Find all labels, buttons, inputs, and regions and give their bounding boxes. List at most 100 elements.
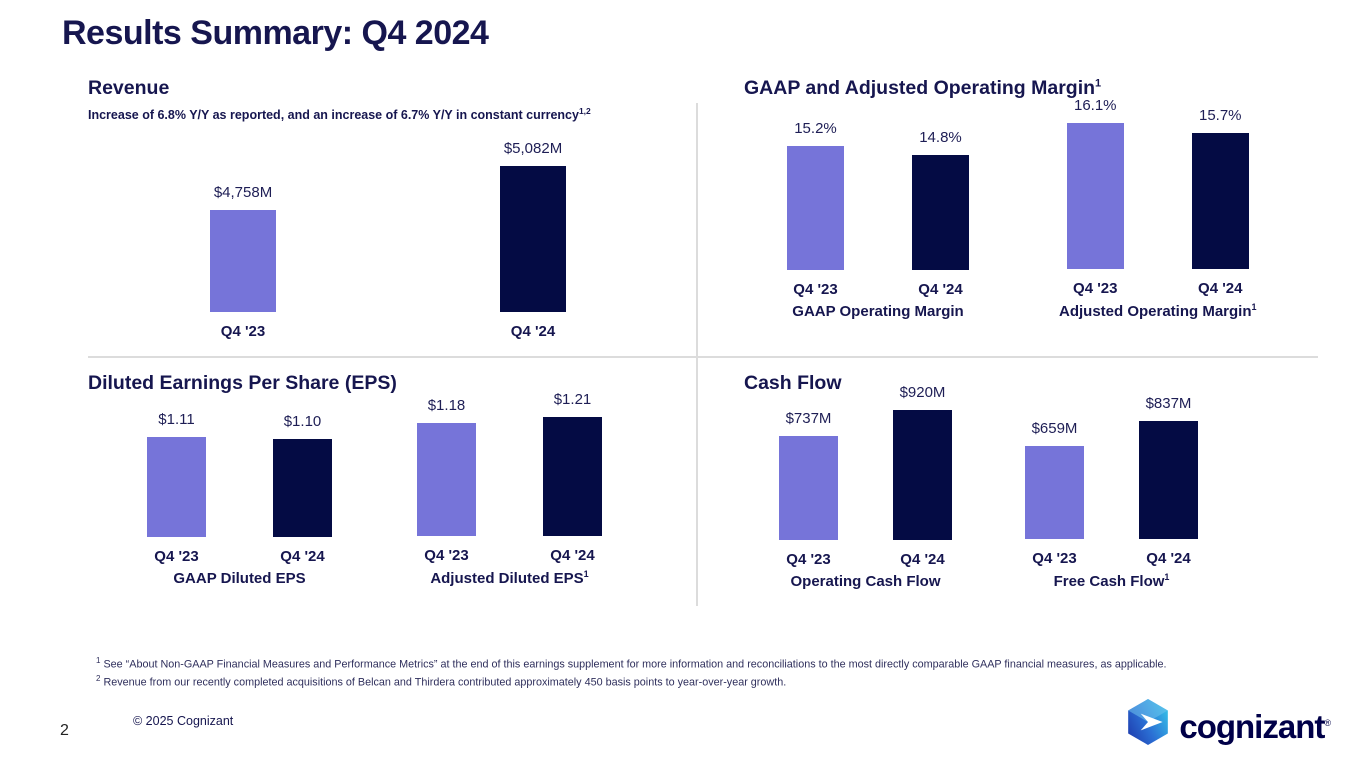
bar	[273, 439, 332, 537]
bar	[210, 210, 276, 312]
footnote-2-text: Revenue from our recently completed acqu…	[103, 676, 787, 689]
bar-category-label: Q4 '24	[918, 281, 963, 298]
operating-margin-panel: GAAP and Adjusted Operating Margin1 15.2…	[744, 77, 1324, 362]
bar-column: $1.10 Q4 '24	[273, 413, 332, 567]
operating-margin-heading-text: GAAP and Adjusted Operating Margin	[744, 77, 1096, 99]
bar-category-label: Q4 '23	[154, 548, 199, 565]
bar-value-label: 15.2%	[794, 120, 837, 137]
bar-value-label: $1.18	[427, 397, 466, 414]
bar	[417, 423, 476, 536]
cash-flow-bars-row: $737M Q4 '23 $920M Q4 '24	[779, 384, 952, 570]
bar	[779, 436, 838, 540]
operating-margin-heading: GAAP and Adjusted Operating Margin1	[744, 77, 1324, 100]
operating-margin-bars-row: 15.2% Q4 '23 14.8% Q4 '24	[787, 120, 969, 300]
bar-value-label: 15.7%	[1198, 107, 1242, 124]
registered-trademark-icon: ®	[1324, 717, 1331, 728]
cash-flow-cluster: $659M Q4 '23 $837M Q4 '24 Free Cash Flow1	[1025, 395, 1198, 590]
cognizant-logo-wordmark: cognizant®	[1179, 699, 1331, 751]
bar-category-label: Q4 '23	[1032, 550, 1077, 567]
bar	[147, 437, 206, 537]
horizontal-divider	[88, 356, 1318, 358]
bar-value-label: 14.8%	[919, 129, 962, 146]
cash-flow-panel: Cash Flow $737M Q4 '23 $920M Q4 '24 Operatin…	[744, 372, 1324, 622]
bar-column: $5,082M Q4 '24	[500, 140, 566, 342]
bar-column: $737M Q4 '23	[779, 410, 838, 570]
revenue-subtitle-text: Increase of 6.8% Y/Y as reported, and an…	[88, 108, 579, 123]
bar	[1139, 421, 1198, 539]
chart-group-label: Free Cash Flow1	[1053, 572, 1170, 590]
diluted-eps-heading-text: Diluted Earnings Per Share (EPS)	[88, 372, 397, 394]
cognizant-logo: cognizant®	[1124, 698, 1331, 751]
footnote-1-marker: 1	[96, 656, 101, 665]
cash-flow-chart: $737M Q4 '23 $920M Q4 '24 Operating Cash Flo…	[744, 384, 1324, 590]
bar-category-label: Q4 '24	[1198, 280, 1243, 297]
revenue-subtitle: Increase of 6.8% Y/Y as reported, and an…	[88, 106, 591, 122]
bar-column: $4,758M Q4 '23	[210, 184, 276, 342]
diluted-eps-panel: Diluted Earnings Per Share (EPS) $1.11 Q4…	[88, 372, 694, 622]
bar-category-label: Q4 '23	[424, 547, 469, 564]
bar-category-label: Q4 '24	[1146, 550, 1191, 567]
chart-group-label: Operating Cash Flow	[790, 573, 941, 590]
chart-group-label: Adjusted Diluted EPS1	[430, 569, 589, 587]
bar-value-label: $1.10	[283, 413, 322, 430]
operating-margin-bars-row: 16.1% Q4 '23 15.7% Q4 '24	[1066, 97, 1249, 299]
cognizant-logo-icon	[1124, 698, 1172, 751]
footnotes: 1 See “About Non-GAAP Financial Measures …	[96, 654, 1166, 690]
bar-value-label: $920M	[899, 384, 946, 401]
bar-category-label: Q4 '23	[786, 551, 831, 568]
revenue-bars-row: $4,758M Q4 '23 $5,082M Q4 '24	[210, 140, 566, 342]
diluted-eps-bars-row: $1.11 Q4 '23 $1.10 Q4 '24	[147, 411, 332, 567]
footnote-2: 2 Revenue from our recently completed acq…	[96, 672, 1166, 690]
cash-flow-heading-text: Cash Flow	[744, 372, 842, 394]
bar	[787, 146, 844, 270]
cognizant-logo-text: cognizant	[1179, 707, 1325, 745]
revenue-heading: Revenue	[88, 77, 694, 100]
bar-category-label: Q4 '24	[900, 551, 945, 568]
bar-column: $837M Q4 '24	[1139, 395, 1198, 569]
diluted-eps-chart: $1.11 Q4 '23 $1.10 Q4 '24 GAAP Diluted EPS $1…	[88, 391, 694, 587]
bar	[1191, 133, 1249, 269]
page-number: 2	[60, 722, 69, 739]
bar-column: 15.2% Q4 '23	[787, 120, 844, 300]
bar-column: $920M Q4 '24	[893, 384, 952, 570]
bar	[500, 166, 566, 312]
bar-category-label: Q4 '24	[280, 548, 325, 565]
chart-group-label: GAAP Diluted EPS	[173, 570, 306, 587]
bar-value-label: $5,082M	[503, 140, 563, 157]
diluted-eps-bars-row: $1.18 Q4 '23 $1.21 Q4 '24	[417, 391, 602, 566]
bar-column: $659M Q4 '23	[1025, 420, 1084, 569]
revenue-cluster: $4,758M Q4 '23 $5,082M Q4 '24	[210, 140, 566, 342]
bar	[1066, 123, 1124, 269]
bar-value-label: $1.11	[158, 411, 195, 428]
revenue-heading-text: Revenue	[88, 77, 170, 99]
cash-flow-heading: Cash Flow	[744, 372, 1324, 395]
bar-category-label: Q4 '23	[220, 323, 266, 340]
operating-margin-heading-superscript: 1	[1095, 77, 1102, 90]
bar-value-label: $659M	[1031, 420, 1078, 437]
operating-margin-chart: 15.2% Q4 '23 14.8% Q4 '24 GAAP Operating Mar…	[744, 97, 1324, 320]
page-title: Results Summary: Q4 2024	[62, 14, 489, 52]
copyright: © 2025 Cognizant	[133, 714, 234, 728]
bar-category-label: Q4 '24	[510, 323, 556, 340]
operating-margin-cluster: 16.1% Q4 '23 15.7% Q4 '24 Adjusted Operating…	[1059, 97, 1257, 320]
bar-category-label: Q4 '24	[550, 547, 595, 564]
vertical-divider	[696, 103, 698, 606]
diluted-eps-cluster: $1.18 Q4 '23 $1.21 Q4 '24 Adjusted Diluted E…	[417, 391, 602, 587]
chart-group-label: Adjusted Operating Margin1	[1059, 302, 1257, 320]
bar-category-label: Q4 '23	[1073, 280, 1118, 297]
bar-column: 14.8% Q4 '24	[912, 129, 969, 300]
revenue-chart: $4,758M Q4 '23 $5,082M Q4 '24	[88, 140, 694, 342]
cash-flow-cluster: $737M Q4 '23 $920M Q4 '24 Operating Cash Flo…	[779, 384, 952, 590]
bar-column: $1.21 Q4 '24	[543, 391, 602, 566]
bar	[543, 417, 602, 536]
bar	[1025, 446, 1084, 539]
cash-flow-bars-row: $659M Q4 '23 $837M Q4 '24	[1025, 395, 1198, 569]
bar-column: $1.18 Q4 '23	[417, 397, 476, 566]
bar-value-label: $4,758M	[213, 184, 273, 201]
chart-group-label: GAAP Operating Margin	[792, 303, 964, 320]
bar	[912, 155, 969, 270]
bar-category-label: Q4 '23	[793, 281, 838, 298]
footnote-2-marker: 2	[96, 674, 101, 684]
bar-value-label: $837M	[1145, 395, 1192, 412]
